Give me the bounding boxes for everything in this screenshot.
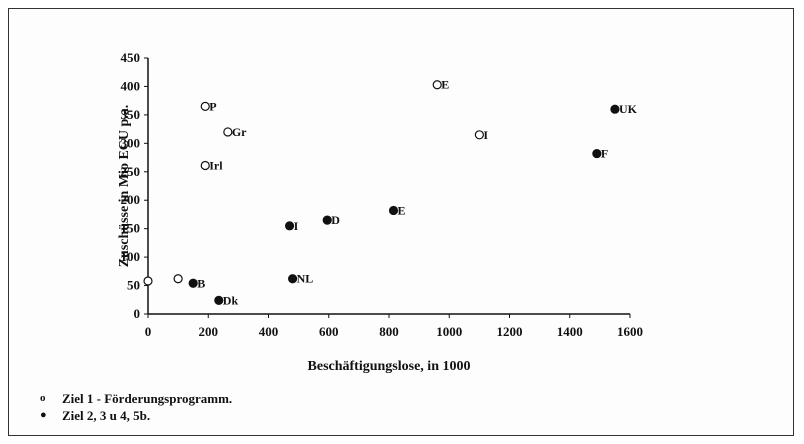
data-point-label: P <box>209 99 216 113</box>
x-tick-label: 1000 <box>436 324 462 339</box>
data-point-filled <box>592 148 602 159</box>
filled-circle-legend-icon: ● <box>40 409 47 421</box>
data-point-filled <box>288 274 298 284</box>
y-tick-label: 300 <box>121 135 141 150</box>
data-point-open <box>223 127 233 137</box>
y-tick-label: 450 <box>121 50 141 65</box>
data-point-open <box>200 160 210 171</box>
data-point-label: UK <box>619 102 638 116</box>
data-point-label: B <box>197 276 205 290</box>
y-axis-ticks: 0 50 100 150 200 250 300 350 400 450 <box>121 50 148 321</box>
y-tick-label: 250 <box>121 164 141 179</box>
data-point-filled <box>388 205 399 216</box>
data-points: P Gr Irl E I B Dk I NL D E F UK <box>143 78 638 307</box>
data-point-open <box>474 130 484 140</box>
data-point-label: F <box>601 147 608 161</box>
x-tick-label: 1200 <box>497 324 523 339</box>
data-point-label: E <box>398 203 406 217</box>
data-point-label: Dk <box>223 293 239 307</box>
data-point-filled <box>610 104 620 114</box>
x-tick-label: 1600 <box>617 324 643 339</box>
data-point-label: D <box>331 213 340 227</box>
legend: o Ziel 1 - Förderungsprogramm. ● Ziel 2,… <box>40 390 232 424</box>
y-tick-label: 0 <box>134 306 141 321</box>
legend-label-ziel1: Ziel 1 - Förderungsprogramm. <box>62 391 233 406</box>
x-tick-label: 400 <box>259 324 279 339</box>
x-tick-label: 600 <box>319 324 339 339</box>
x-tick-label: 800 <box>379 324 399 339</box>
data-point-label: Gr <box>232 125 247 139</box>
data-point-filled <box>188 278 198 288</box>
y-tick-label: 400 <box>121 78 141 93</box>
x-axis-label: Beschäftigungslose, in 1000 <box>308 359 471 374</box>
y-tick-label: 100 <box>121 249 141 264</box>
data-point-label: E <box>441 78 449 92</box>
y-tick-label: 50 <box>127 278 140 293</box>
y-tick-label: 150 <box>121 221 141 236</box>
data-point-open <box>200 101 210 111</box>
y-axis-label: Zuschüsse in Mio ECU p.a. <box>117 105 132 268</box>
data-point-label: NL <box>297 272 314 286</box>
data-point-open <box>173 274 183 284</box>
x-tick-label: 0 <box>145 324 152 339</box>
data-point-filled <box>214 295 224 305</box>
data-point-open <box>143 276 153 286</box>
data-point-label: I <box>294 219 299 233</box>
y-tick-label: 350 <box>121 107 141 122</box>
x-tick-label: 1400 <box>557 324 583 339</box>
data-point-filled <box>284 221 295 231</box>
legend-item-ziel1: o Ziel 1 - Förderungsprogramm. <box>40 390 232 407</box>
legend-label-ziel2: Ziel 2, 3 u 4, 5b. <box>62 408 151 423</box>
data-point-label: Irl <box>209 159 223 173</box>
data-point-filled <box>322 215 332 225</box>
chart-frame <box>8 8 794 436</box>
axes <box>147 58 630 315</box>
data-point-open <box>432 80 442 90</box>
data-point-label: I <box>483 128 488 142</box>
open-circle-legend-icon: o <box>40 392 46 404</box>
y-tick-label: 200 <box>121 192 141 207</box>
legend-item-ziel2: ● Ziel 2, 3 u 4, 5b. <box>40 407 232 424</box>
x-tick-label: 200 <box>199 324 219 339</box>
x-axis-ticks: 0 200 400 600 800 1000 1200 1400 1600 <box>145 314 643 339</box>
